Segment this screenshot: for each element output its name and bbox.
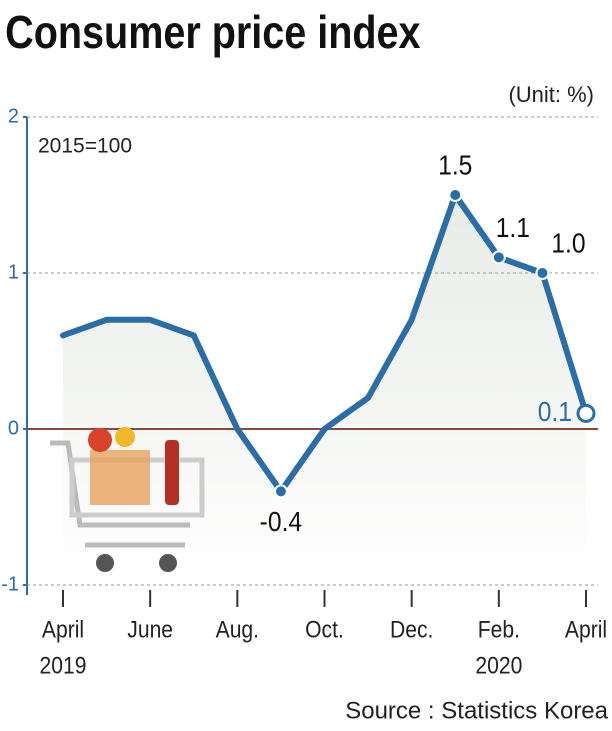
value-label: 1.5 (438, 149, 472, 181)
x-tick-label: April (565, 616, 607, 643)
grid-layer: 2 1 0 -1 (1, 105, 598, 607)
value-label: 0.1 (538, 395, 572, 427)
unit-label: (Unit: %) (508, 82, 594, 107)
x-tick-label: April 2019 (40, 616, 87, 679)
value-label: 1.1 (496, 211, 530, 243)
chart-title: Consumer price index (5, 7, 421, 58)
point (535, 266, 550, 280)
source: Source : Statistics Korea (345, 697, 608, 724)
value-label: 1.0 (551, 227, 585, 259)
shopping-cart-icon (50, 427, 205, 572)
y-tick-label: 2 (8, 105, 19, 127)
point (448, 188, 463, 202)
x-tick-label: Aug. (216, 616, 259, 643)
area-layer (63, 195, 586, 585)
x-tick-label: June (127, 616, 173, 643)
point (491, 250, 506, 265)
value-label: -0.4 (260, 505, 302, 537)
x-tick-label: Dec. (390, 616, 433, 643)
y-tick-label: -1 (1, 573, 19, 595)
point (576, 403, 596, 423)
plot: April 2019 June Aug. Oct. Dec. Feb. 2020 April -0… (40, 149, 608, 679)
point (273, 484, 288, 499)
x-tick-label: Oct. (305, 616, 344, 643)
x-tick-label: Feb. 2020 (475, 616, 522, 679)
subtitle: 2015=100 (38, 135, 132, 158)
y-tick-label: 0 (8, 417, 19, 439)
y-tick-label: 1 (8, 261, 19, 283)
area-fill (63, 195, 586, 585)
